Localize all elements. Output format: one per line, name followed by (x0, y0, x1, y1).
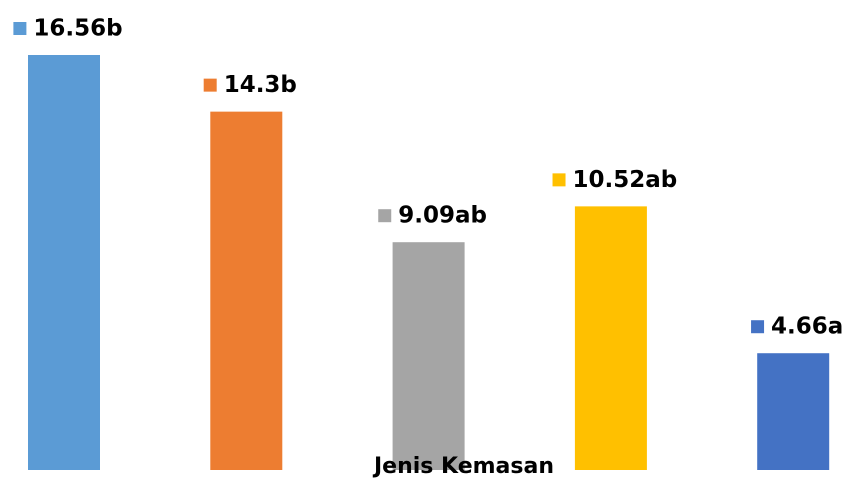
data-label: 16.56b (33, 16, 122, 42)
legend-marker (13, 22, 27, 35)
bar (210, 111, 283, 470)
bar (28, 55, 100, 470)
legend-marker (378, 209, 392, 223)
bar (392, 242, 465, 470)
x-axis-title: Jenis Kemasan (372, 454, 554, 478)
data-label: 10.52ab (573, 167, 678, 193)
bar (757, 353, 830, 470)
data-label: 14.3b (224, 72, 297, 98)
legend-marker (751, 320, 765, 334)
data-label: 9.09ab (398, 203, 487, 229)
legend-marker (552, 173, 566, 187)
plot: 16.56b 14.3b 9.09ab 10.52ab 4.66a (13, 16, 843, 470)
legend-marker (203, 78, 217, 92)
data-label: 4.66a (771, 314, 843, 340)
bar (574, 206, 647, 470)
